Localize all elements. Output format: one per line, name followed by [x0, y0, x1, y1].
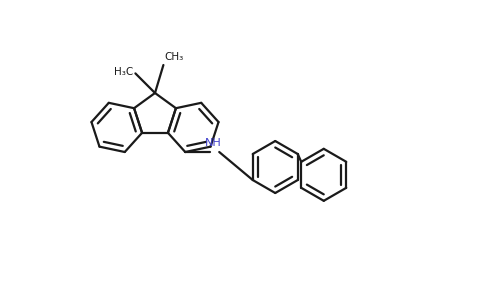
Text: NH: NH	[205, 138, 222, 148]
Text: H₃C: H₃C	[114, 68, 134, 77]
Text: CH₃: CH₃	[165, 52, 183, 62]
